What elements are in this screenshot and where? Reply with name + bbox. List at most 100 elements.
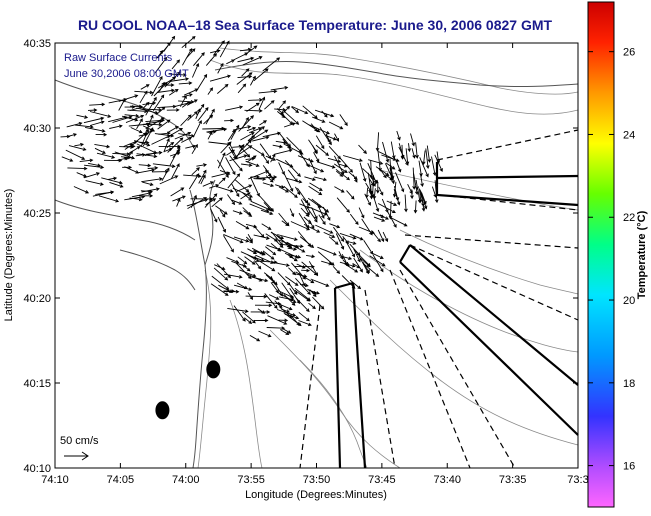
current-vector [322, 206, 331, 221]
current-vector [297, 231, 312, 248]
current-vector [127, 146, 141, 155]
current-vector [338, 255, 353, 261]
current-vector [274, 107, 287, 112]
current-vector [136, 143, 158, 154]
current-vector [68, 145, 87, 151]
current-vector [347, 241, 357, 245]
current-vector [239, 269, 257, 278]
current-vector [418, 188, 423, 203]
current-vector [244, 45, 258, 56]
current-vector [247, 126, 265, 142]
current-vector [404, 194, 408, 213]
current-vector [323, 231, 336, 238]
current-vector [346, 190, 355, 200]
current-vector [411, 148, 416, 159]
current-vector [421, 192, 427, 205]
current-vector [334, 133, 339, 142]
current-vector [295, 186, 301, 196]
current-vector [425, 148, 430, 170]
current-vector [339, 261, 356, 268]
current-vector [287, 247, 298, 251]
current-vector [136, 168, 156, 174]
current-vector [284, 313, 300, 320]
current-vector [134, 140, 151, 147]
current-vector [217, 159, 229, 179]
current-vector [191, 167, 200, 176]
current-vector [262, 131, 281, 138]
current-vector [367, 163, 378, 184]
x-tick-label: 73:35 [499, 474, 527, 486]
current-vector [180, 114, 192, 127]
current-vector [426, 145, 432, 163]
annotation-raw-currents: Raw Surface Currents [64, 52, 173, 64]
colorbar-tick-label: 18 [623, 378, 635, 390]
current-vector [191, 144, 198, 155]
current-vector [277, 247, 299, 259]
current-vector [124, 166, 140, 174]
current-vector [371, 252, 384, 259]
plot-area [55, 43, 578, 468]
current-vector [253, 234, 270, 240]
current-vector [285, 177, 303, 184]
current-vector [282, 328, 292, 334]
current-vector [181, 136, 193, 143]
current-vector [308, 185, 323, 196]
current-vector [236, 184, 253, 192]
current-vector [289, 287, 301, 304]
current-vector [166, 128, 184, 139]
y-tick-label: 40:25 [23, 208, 51, 220]
current-vector [163, 35, 176, 52]
current-vector [89, 120, 105, 126]
current-vector [266, 326, 286, 330]
current-vector [176, 198, 181, 207]
current-vector [229, 154, 248, 162]
current-vector [129, 197, 143, 202]
current-vector [353, 257, 363, 273]
y-tick-label: 40:15 [23, 378, 51, 390]
current-vector [167, 126, 179, 134]
current-vector [166, 108, 180, 112]
current-vector [141, 187, 160, 193]
current-vector [278, 212, 290, 227]
current-vector [245, 156, 256, 161]
current-vector [218, 284, 234, 293]
current-vector [209, 74, 232, 82]
current-vector [314, 109, 335, 118]
current-vector [181, 93, 193, 98]
current-vector [125, 150, 133, 161]
current-vector [405, 148, 410, 166]
current-vector [178, 81, 193, 85]
current-vector [159, 175, 179, 185]
current-vector [238, 144, 251, 158]
current-vector [294, 264, 315, 269]
current-vector [224, 118, 235, 123]
current-vector [237, 83, 247, 94]
current-vector [85, 180, 104, 186]
current-vector [227, 194, 236, 206]
current-vector [311, 198, 330, 213]
current-vector [211, 275, 230, 290]
current-vector [254, 260, 262, 270]
current-vector [61, 156, 74, 162]
current-vector [205, 108, 215, 125]
current-vector [237, 256, 248, 265]
station-marker [155, 401, 170, 420]
current-vector [299, 283, 309, 288]
current-vector [151, 75, 163, 97]
current-vector [112, 115, 133, 123]
current-vector [263, 272, 274, 280]
current-vector [233, 305, 246, 322]
current-vector [315, 144, 330, 157]
current-vector [313, 152, 320, 163]
current-vector [178, 100, 195, 104]
current-vector [389, 158, 394, 182]
current-vector [66, 121, 83, 128]
current-vector [244, 109, 263, 113]
current-vector [125, 114, 145, 124]
current-vector [108, 176, 118, 181]
current-vector [130, 127, 143, 134]
current-vector [283, 185, 298, 199]
current-vector [377, 203, 396, 214]
current-vector [283, 110, 300, 125]
current-vector [302, 105, 318, 119]
